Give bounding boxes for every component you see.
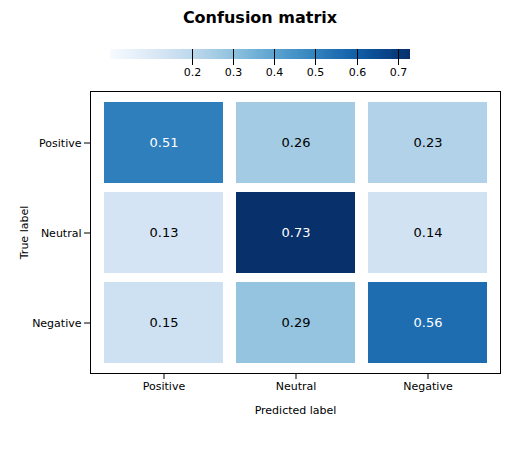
svg-text:0.7: 0.7: [390, 66, 408, 79]
svg-text:0.29: 0.29: [282, 315, 311, 330]
svg-text:0.26: 0.26: [282, 135, 311, 150]
svg-text:0.6: 0.6: [349, 66, 367, 79]
svg-text:Positive: Positive: [39, 137, 82, 150]
svg-text:0.73: 0.73: [282, 225, 311, 240]
svg-text:Neutral: Neutral: [41, 227, 82, 240]
svg-text:0.15: 0.15: [150, 315, 179, 330]
svg-text:0.23: 0.23: [414, 135, 443, 150]
svg-text:0.51: 0.51: [150, 135, 179, 150]
svg-text:Negative: Negative: [403, 380, 453, 393]
svg-text:Predicted label: Predicted label: [255, 404, 337, 417]
svg-text:True label: True label: [18, 206, 31, 260]
svg-text:0.4: 0.4: [266, 66, 284, 79]
svg-text:0.13: 0.13: [150, 225, 179, 240]
html-text:Confusion matrix: Confusion matrix: [182, 8, 338, 27]
svg-text:Neutral: Neutral: [276, 380, 317, 393]
svg-text:0.2: 0.2: [184, 66, 202, 79]
svg-text:0.5: 0.5: [307, 66, 325, 79]
svg-text:0.14: 0.14: [414, 225, 443, 240]
svg-text:Positive: Positive: [143, 380, 186, 393]
svg-text:Negative: Negative: [32, 317, 82, 330]
svg-text:0.3: 0.3: [225, 66, 243, 79]
svg-text:0.56: 0.56: [414, 315, 443, 330]
